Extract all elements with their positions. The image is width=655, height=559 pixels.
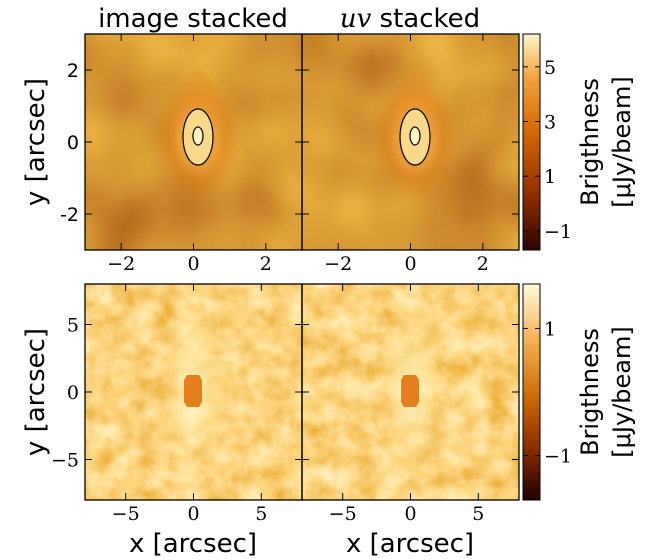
x-tick-label: −2 xyxy=(324,253,352,275)
x-tick-label: 5 xyxy=(255,503,267,525)
x-tick-label: 0 xyxy=(187,253,199,275)
colorbar-tick-label: 1 xyxy=(544,318,556,340)
svg-text:[μJy/beam]: [μJy/beam] xyxy=(608,326,636,457)
contour-inner xyxy=(192,126,204,146)
x-tick-label: 0 xyxy=(404,503,416,525)
y-tick-label: −5 xyxy=(51,450,79,472)
ylabel-bottom: y [arcsec] xyxy=(21,328,51,456)
x-tick-label: 2 xyxy=(477,253,489,275)
colorbar-bottom xyxy=(522,283,541,501)
heatmap-bottom-left xyxy=(85,284,302,500)
x-tick-label: 0 xyxy=(187,503,199,525)
colorbar-label-bottom: Brigthness [μJy/beam] xyxy=(576,326,636,457)
heatmap-bottom-right xyxy=(302,284,519,500)
svg-text:[μJy/beam]: [μJy/beam] xyxy=(608,76,636,207)
x-tick-label: 0 xyxy=(404,253,416,275)
colorbar-tick-label: −1 xyxy=(544,446,572,468)
svg-text:Brigthness: Brigthness xyxy=(576,328,604,456)
x-tick-label: 5 xyxy=(472,503,484,525)
masked-source xyxy=(184,375,202,407)
y-tick-label: 0 xyxy=(67,382,79,404)
y-tick-label: 0 xyxy=(67,132,79,154)
x-tick-label: −2 xyxy=(107,253,135,275)
y-tick-label: 2 xyxy=(67,60,79,82)
colorbar-tick-label: 3 xyxy=(544,111,556,133)
masked-source xyxy=(401,375,419,407)
panel-title-left: image stacked xyxy=(98,4,288,34)
ylabel-top: y [arcsec] xyxy=(21,78,51,206)
xlabel-left: x [arcsec] xyxy=(129,529,257,559)
x-tick-label: −5 xyxy=(329,503,357,525)
colorbar-top xyxy=(522,33,541,251)
panel-title-right: uv stacked xyxy=(340,4,480,34)
y-tick-label: 5 xyxy=(67,315,79,337)
colorbar-tick-label: 5 xyxy=(544,57,556,79)
heatmap-top-right xyxy=(302,34,519,250)
y-tick-label: -2 xyxy=(60,204,79,226)
xlabel-right: x [arcsec] xyxy=(346,529,474,559)
heatmap-top-left xyxy=(85,34,302,250)
ticks-layer: −2 0 2 -2 0 2 −2 0 2 −5 0 5 −5 0 5 −5 0 5 −1 1 3 5 −1 1 xyxy=(51,34,572,525)
colorbar-tick-label: −1 xyxy=(544,221,572,243)
colorbar-label-top: Brigthness [μJy/beam] xyxy=(576,76,636,207)
x-tick-label: −5 xyxy=(112,503,140,525)
svg-text:Brigthness: Brigthness xyxy=(576,78,604,206)
x-tick-label: 2 xyxy=(260,253,272,275)
contour-inner xyxy=(409,126,421,146)
colorbar-tick-label: 1 xyxy=(544,166,556,188)
